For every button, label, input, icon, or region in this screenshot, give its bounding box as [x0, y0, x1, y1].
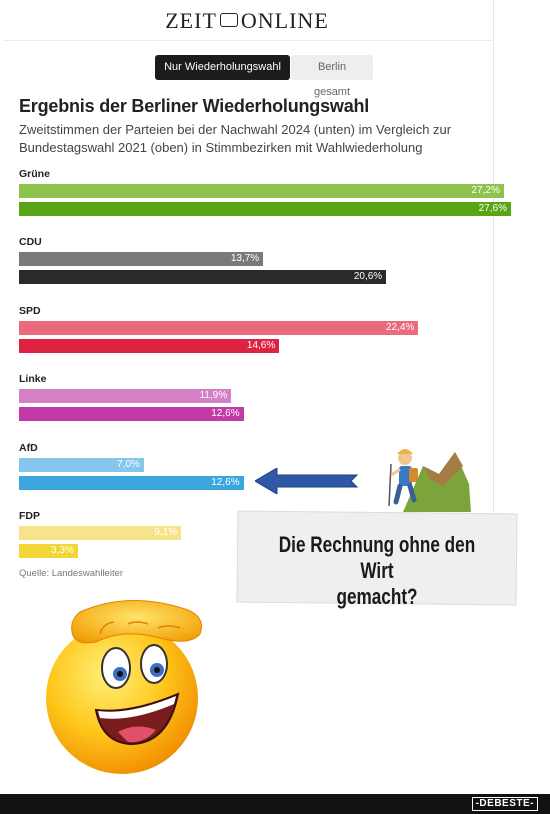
bar-cdu-2021: 13,7% — [19, 252, 264, 267]
saluting-smiley-icon — [46, 599, 202, 774]
masthead-logo: ZEIT ONLINE — [0, 8, 494, 34]
party-label-cdu: CDU — [19, 236, 42, 249]
masthead-right: ONLINE — [240, 8, 329, 33]
seal-icon — [219, 13, 238, 27]
bar-afd-2024: 12,6% — [19, 475, 244, 490]
toggle-berlin-gesamt[interactable]: Berlin gesamt — [291, 55, 373, 98]
bar-value-spd-2024: 14,6% — [246, 339, 276, 351]
party-label-linke: Linke — [19, 373, 47, 386]
bar-linke-2021: 11,9% — [19, 389, 232, 404]
party-label-grüne: Grüne — [19, 168, 50, 180]
bar-cdu-2024: 20,6% — [19, 270, 387, 285]
watermark: -DEBESTE- — [471, 797, 538, 811]
bar-grüne-2021: 27,2% — [19, 184, 504, 198]
caption-line-2: gemacht? — [336, 584, 418, 609]
party-label-spd: SPD — [19, 304, 41, 317]
bar-value-fdp-2021: 9,1% — [154, 527, 178, 538]
bar-value-grüne-2024: 27,6% — [478, 203, 507, 214]
bar-value-afd-2021: 7,0% — [116, 458, 140, 470]
bar-fdp-2024: 3,3% — [19, 544, 78, 558]
caption-line-1: Die Rechnung ohne den Wirt — [278, 532, 476, 583]
bar-value-afd-2024: 12,6% — [211, 476, 240, 488]
bar-value-spd-2021: 22,4% — [385, 321, 415, 333]
bar-value-cdu-2021: 13,7% — [230, 253, 260, 265]
party-label-afd: AfD — [19, 441, 38, 454]
arrow-left-icon — [255, 468, 359, 494]
chart-subtitle: Zweitstimmen der Parteien bei der Nachwa… — [19, 122, 452, 155]
bar-spd-2024: 14,6% — [19, 338, 280, 353]
bar-value-linke-2024: 12,6% — [211, 408, 240, 420]
bar-value-grüne-2021: 27,2% — [471, 185, 500, 196]
bar-fdp-2021: 9,1% — [19, 526, 182, 540]
chart-title: Ergebnis der Berliner Wiederholungswahl — [19, 96, 370, 116]
masthead-divider — [4, 40, 492, 41]
bar-value-fdp-2024: 3,3% — [51, 545, 74, 556]
bar-value-linke-2021: 11,9% — [199, 390, 228, 402]
footer-bar: -DEBESTE- — [0, 794, 550, 814]
bar-linke-2024: 12,6% — [19, 407, 244, 422]
bar-afd-2021: 7,0% — [19, 457, 144, 472]
bar-spd-2021: 22,4% — [19, 320, 419, 335]
bar-grüne-2024: 27,6% — [19, 202, 511, 216]
caption-text: Die Rechnung ohne den Wirt gemacht? — [268, 532, 486, 610]
party-label-fdp: FDP — [19, 510, 40, 522]
bar-value-cdu-2024: 20,6% — [353, 271, 383, 283]
toggle-nur-wiederholungswahl[interactable]: Nur Wiederholungswahl — [155, 55, 290, 80]
hiker-icon — [388, 449, 471, 512]
chart-source: Quelle: Landeswahlleiter — [19, 568, 124, 579]
masthead-left: ZEIT — [165, 8, 217, 33]
